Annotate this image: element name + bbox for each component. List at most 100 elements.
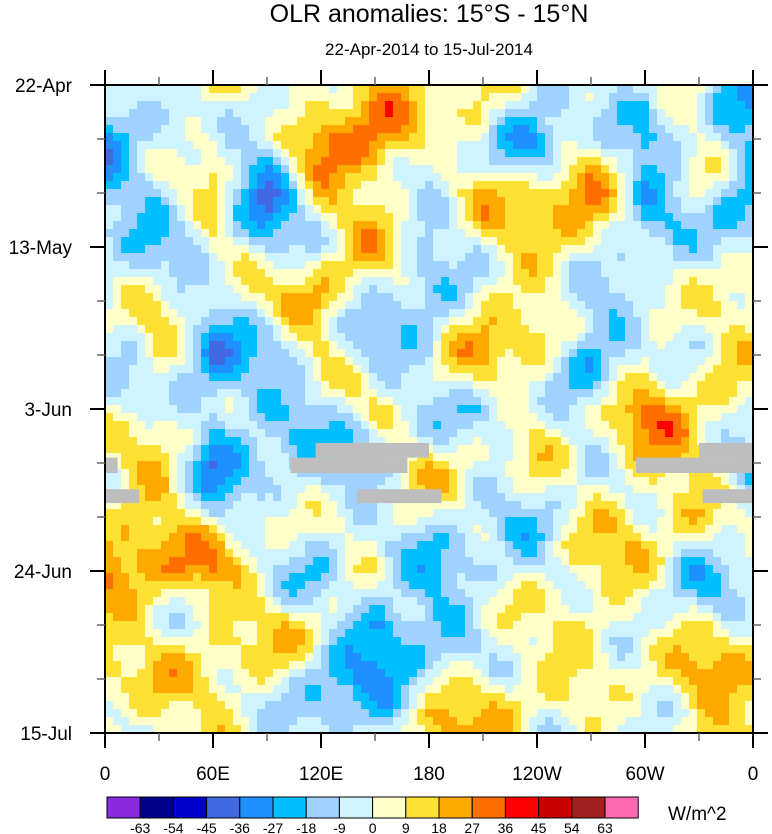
heatmap-cell xyxy=(705,349,714,358)
heatmap-cell xyxy=(313,229,322,238)
heatmap-cell xyxy=(737,509,746,518)
heatmap-cell xyxy=(225,525,234,534)
heatmap-cell xyxy=(465,541,474,550)
heatmap-cell xyxy=(401,293,410,302)
heatmap-cell xyxy=(449,333,458,342)
heatmap-cell xyxy=(345,181,354,190)
heatmap-cell xyxy=(561,421,570,430)
heatmap-cell xyxy=(153,341,162,350)
heatmap-cell xyxy=(569,373,578,382)
heatmap-cell xyxy=(377,221,386,230)
heatmap-cell xyxy=(177,557,186,566)
heatmap-cell xyxy=(649,469,658,478)
heatmap-cell xyxy=(417,149,426,158)
heatmap-cell xyxy=(513,517,522,526)
heatmap-cell xyxy=(745,189,754,198)
heatmap-cell xyxy=(465,389,474,398)
heatmap-cell xyxy=(385,501,394,510)
heatmap-cell xyxy=(257,165,266,174)
heatmap-cell xyxy=(161,117,170,126)
heatmap-cell xyxy=(369,237,378,246)
heatmap-cell xyxy=(265,469,274,478)
heatmap-cell xyxy=(673,533,682,542)
heatmap-cell xyxy=(249,485,258,494)
heatmap-cell xyxy=(513,117,522,126)
heatmap-cell xyxy=(289,165,298,174)
heatmap-cell xyxy=(625,509,634,518)
heatmap-cell xyxy=(617,509,626,518)
heatmap-cell xyxy=(497,565,506,574)
heatmap-cell xyxy=(577,397,586,406)
heatmap-cell xyxy=(625,237,634,246)
heatmap-cell xyxy=(641,509,650,518)
heatmap-cell xyxy=(161,309,170,318)
heatmap-cell xyxy=(217,565,226,574)
heatmap-cell xyxy=(641,173,650,182)
heatmap-cell xyxy=(217,117,226,126)
heatmap-cell xyxy=(217,373,226,382)
heatmap-cell xyxy=(441,509,450,518)
heatmap-cell xyxy=(489,293,498,302)
heatmap-cell xyxy=(657,197,666,206)
heatmap-cell xyxy=(385,437,394,446)
heatmap-cell xyxy=(353,349,362,358)
heatmap-cell xyxy=(633,117,642,126)
heatmap-cell xyxy=(169,277,178,286)
heatmap-cell xyxy=(593,301,602,310)
heatmap-cell xyxy=(433,429,442,438)
heatmap-cell xyxy=(377,309,386,318)
heatmap-cell xyxy=(609,557,618,566)
heatmap-cell xyxy=(113,149,122,158)
heatmap-cell xyxy=(601,173,610,182)
heatmap-cell xyxy=(441,301,450,310)
heatmap-cell xyxy=(641,85,650,94)
heatmap-cell xyxy=(409,189,418,198)
heatmap-cell xyxy=(217,181,226,190)
heatmap-cell xyxy=(233,469,242,478)
heatmap-cell xyxy=(617,349,626,358)
heatmap-cell xyxy=(457,421,466,430)
chart-title: OLR anomalies: 15°S - 15°N xyxy=(269,0,589,28)
heatmap-cell xyxy=(337,149,346,158)
heatmap-cell xyxy=(689,221,698,230)
heatmap-cell xyxy=(161,469,170,478)
heatmap-cell xyxy=(633,301,642,310)
heatmap-cell xyxy=(497,237,506,246)
heatmap-cell xyxy=(169,325,178,334)
heatmap-cell xyxy=(513,237,522,246)
heatmap-cell xyxy=(385,469,394,478)
heatmap-cell xyxy=(481,117,490,126)
heatmap-cell xyxy=(617,165,626,174)
heatmap-cell xyxy=(745,469,754,478)
heatmap-cell xyxy=(401,365,410,374)
heatmap-cell xyxy=(401,413,410,422)
heatmap-cell xyxy=(681,333,690,342)
heatmap-cell xyxy=(209,277,218,286)
heatmap-cell xyxy=(505,541,514,550)
heatmap-cell xyxy=(337,173,346,182)
heatmap-cell xyxy=(457,173,466,182)
heatmap-cell xyxy=(345,525,354,534)
heatmap-cell xyxy=(673,357,682,366)
heatmap-cell xyxy=(489,149,498,158)
heatmap-cell xyxy=(305,365,314,374)
heatmap-cell xyxy=(273,93,282,102)
heatmap-cell xyxy=(177,285,186,294)
heatmap-cell xyxy=(265,277,274,286)
heatmap-cell xyxy=(569,141,578,150)
heatmap-cell xyxy=(265,269,274,278)
heatmap-cell xyxy=(137,325,146,334)
heatmap-cell xyxy=(649,413,658,422)
heatmap-cell xyxy=(561,285,570,294)
heatmap-cell xyxy=(425,277,434,286)
heatmap-cell xyxy=(577,381,586,390)
heatmap-cell xyxy=(449,477,458,486)
heatmap-cell xyxy=(209,517,218,526)
heatmap-cell xyxy=(393,341,402,350)
heatmap-cell xyxy=(585,85,594,94)
heatmap-cell xyxy=(681,277,690,286)
heatmap-cell xyxy=(353,405,362,414)
heatmap-cell xyxy=(457,549,466,558)
heatmap-cell xyxy=(321,429,330,438)
heatmap-cell xyxy=(545,445,554,454)
